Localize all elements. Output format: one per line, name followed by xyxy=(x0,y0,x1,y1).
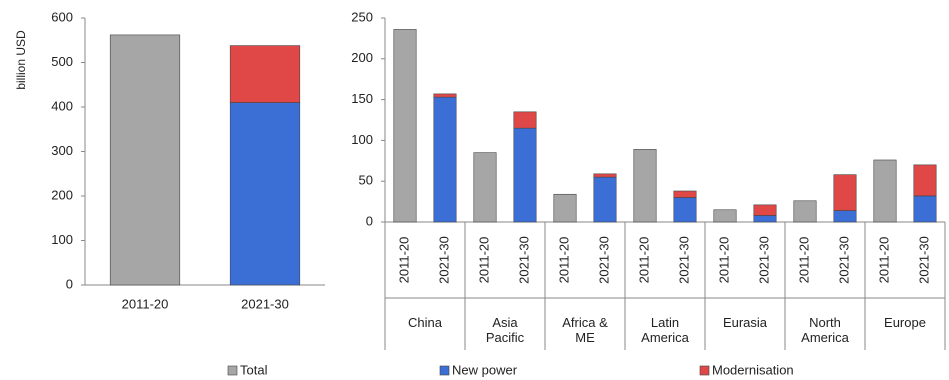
bar-segment xyxy=(833,210,857,223)
bar-segment xyxy=(753,204,777,216)
y-tick-label: 100 xyxy=(351,132,373,147)
bar-segment xyxy=(673,190,697,198)
legend-swatch xyxy=(699,365,710,376)
x-tick-label: 2011-20 xyxy=(396,237,411,284)
group-label: North America xyxy=(801,315,849,345)
bar-segment xyxy=(873,159,897,223)
bar-segment xyxy=(229,45,301,103)
legend-label: Total xyxy=(240,362,268,377)
bar-segment xyxy=(513,127,537,223)
x-tick-label: 2021-30 xyxy=(596,236,611,284)
legend-label: New power xyxy=(452,362,518,377)
x-tick-label: 2011-20 xyxy=(556,237,571,284)
group-label: China xyxy=(408,315,442,330)
bar-segment xyxy=(673,197,697,223)
bar-segment xyxy=(513,111,537,129)
y-tick-label: 500 xyxy=(51,54,73,69)
bar-segment xyxy=(793,200,817,223)
x-tick-label: 2021-30 xyxy=(836,236,851,284)
y-tick-label: 200 xyxy=(351,50,373,65)
x-tick-label: 2021-30 xyxy=(676,236,691,284)
x-tick-label: 2021-30 xyxy=(756,236,771,284)
group-label: Asia Pacific xyxy=(485,315,525,345)
x-tick-label: 2021-30 xyxy=(241,296,289,311)
x-tick-label: 2011-20 xyxy=(716,237,731,284)
x-tick-label: 2011-20 xyxy=(796,237,811,284)
bar-segment xyxy=(393,29,417,223)
y-tick-label: 50 xyxy=(359,173,373,188)
y-tick-label: 250 xyxy=(351,9,373,24)
bar-segment xyxy=(913,195,937,223)
group-label: Africa & ME xyxy=(562,315,608,345)
x-tick-label: 2021-30 xyxy=(516,236,531,284)
bar-segment xyxy=(433,96,457,223)
bar-segment xyxy=(473,152,497,223)
x-tick-label: 2011-20 xyxy=(636,237,651,284)
y-tick-label: 0 xyxy=(366,213,373,228)
bar-segment xyxy=(753,215,777,223)
legend-swatch xyxy=(227,365,238,376)
bar-segment xyxy=(913,164,937,197)
bar-segment xyxy=(229,102,301,286)
y-axis-label: billion USD xyxy=(14,30,28,90)
bar-segment xyxy=(593,176,617,223)
group-label: Europe xyxy=(884,315,926,330)
bar-segment xyxy=(713,209,737,223)
x-tick-label: 2021-30 xyxy=(916,236,931,284)
y-tick-label: 100 xyxy=(51,232,73,247)
group-label: Latin America xyxy=(641,315,689,345)
x-tick-label: 2011-20 xyxy=(476,237,491,284)
y-tick-label: 150 xyxy=(351,91,373,106)
bar-segment xyxy=(833,174,857,211)
bar-segment xyxy=(553,193,577,223)
bar-segment xyxy=(593,173,617,178)
x-tick-label: 2021-30 xyxy=(436,236,451,284)
y-tick-label: 600 xyxy=(51,9,73,24)
x-tick-label: 2011-20 xyxy=(876,237,891,284)
legend-label: Modernisation xyxy=(712,362,794,377)
group-label: Eurasia xyxy=(722,315,768,330)
x-tick-label: 2011-20 xyxy=(122,296,169,311)
y-tick-label: 0 xyxy=(66,276,73,291)
bar-segment xyxy=(109,34,181,286)
y-tick-label: 300 xyxy=(51,143,73,158)
bar-segment xyxy=(433,93,457,98)
y-tick-label: 200 xyxy=(51,187,73,202)
legend-swatch xyxy=(439,365,450,376)
y-tick-label: 400 xyxy=(51,98,73,113)
bar-segment xyxy=(633,149,657,223)
